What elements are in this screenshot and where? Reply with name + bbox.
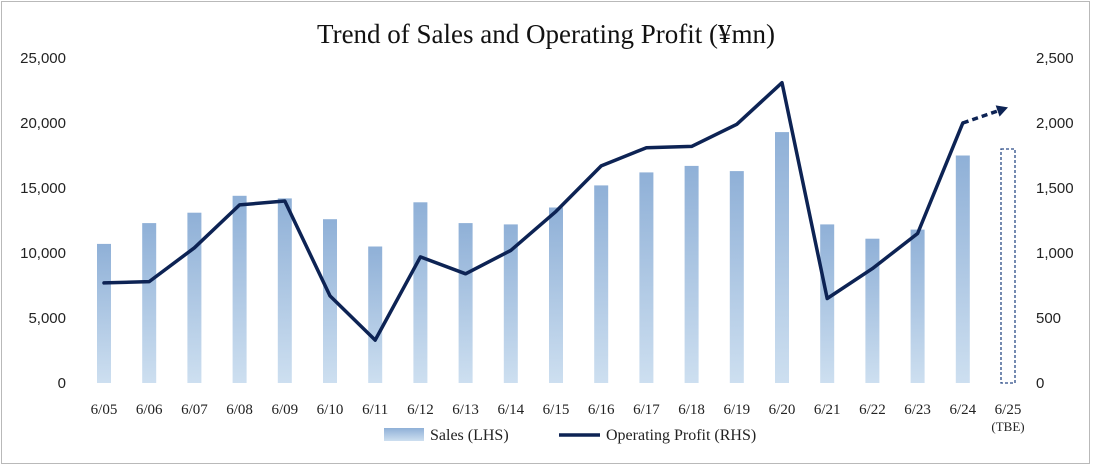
x-tick-note: (TBE) (991, 419, 1024, 434)
left-axis-tick-label: 5,000 (28, 310, 66, 327)
x-tick-label: 6/18 (678, 402, 705, 418)
x-tick-label: 6/19 (723, 402, 750, 418)
x-tick-label: 6/14 (497, 402, 524, 418)
x-tick-label: 6/22 (859, 402, 886, 418)
x-tick-label: 6/08 (226, 402, 253, 418)
sales-bar (368, 246, 383, 383)
left-axis-tick-label: 0 (58, 375, 66, 392)
sales-bar (729, 171, 744, 383)
legend-swatch-sales (384, 428, 424, 441)
left-axis: 0 5,000 10,000 15,000 20,000 25,000 (20, 50, 66, 392)
sales-bar (277, 198, 292, 383)
right-axis-tick-label: 0 (1036, 375, 1044, 392)
x-tick-label: 6/23 (904, 402, 931, 418)
sales-bar (413, 202, 428, 383)
chart-title: Trend of Sales and Operating Profit (¥mn… (317, 19, 775, 49)
operating-profit-line (102, 80, 1008, 342)
x-tick-label: 6/16 (588, 402, 615, 418)
right-axis-tick-label: 1,000 (1036, 245, 1074, 262)
left-axis-tick-label: 15,000 (20, 180, 66, 197)
sales-bar-forecast (1000, 148, 1016, 384)
x-tick-label: 6/24 (949, 402, 976, 418)
sales-bar (323, 219, 337, 383)
x-tick-label: 6/05 (91, 402, 118, 418)
x-tick-label: 6/12 (407, 402, 434, 418)
right-axis-tick-label: 1,500 (1036, 180, 1074, 197)
sales-bar (142, 223, 157, 383)
legend: Sales (LHS) Operating Profit (RHS) (384, 427, 756, 444)
sales-bars (97, 132, 1016, 384)
x-tick-label: 6/25 (995, 402, 1022, 418)
x-tick-label: 6/17 (633, 402, 660, 418)
forecast-arrow-head (995, 105, 1008, 117)
sales-bar (684, 165, 699, 383)
sales-bar (820, 224, 835, 383)
right-axis: 0 500 1,000 1,500 2,000 2,500 (1036, 50, 1074, 392)
legend-label-profit: Operating Profit (RHS) (606, 427, 756, 444)
left-axis-tick-label: 20,000 (20, 115, 66, 132)
sales-bar (458, 223, 473, 383)
left-axis-tick-label: 10,000 (20, 245, 66, 262)
x-tick-label: 6/15 (543, 402, 570, 418)
sales-bar (955, 155, 970, 383)
operating-profit-line-forecast (962, 109, 999, 125)
sales-bar (232, 195, 247, 383)
right-axis-tick-label: 2,500 (1036, 50, 1074, 67)
sales-bar (865, 238, 880, 383)
x-tick-label: 6/07 (181, 402, 208, 418)
x-tick-label: 6/20 (769, 402, 796, 418)
sales-bar (549, 207, 563, 383)
x-tick-label: 6/13 (452, 402, 479, 418)
x-tick-label: 6/21 (814, 402, 841, 418)
x-tick-label: 6/09 (271, 402, 298, 418)
legend-label-sales: Sales (LHS) (430, 427, 509, 444)
right-axis-tick-label: 2,000 (1036, 115, 1074, 132)
left-axis-tick-label: 25,000 (20, 50, 66, 67)
sales-bar (503, 224, 518, 383)
x-axis: 6/05 6/06 6/07 6/08 6/09 6/10 6/11 6/12 6/13 6/14… (91, 402, 1025, 434)
x-tick-label: 6/11 (362, 402, 388, 418)
sales-bar (97, 243, 111, 383)
right-axis-tick-label: 500 (1036, 310, 1061, 327)
x-tick-label: 6/10 (317, 402, 344, 418)
operating-profit-line-solid (102, 80, 965, 342)
x-tick-label: 6/06 (136, 402, 163, 418)
sales-bar (187, 212, 202, 383)
sales-bar (910, 229, 925, 383)
sales-bar (639, 172, 654, 383)
sales-bar (594, 185, 609, 383)
sales-bar (775, 132, 789, 383)
